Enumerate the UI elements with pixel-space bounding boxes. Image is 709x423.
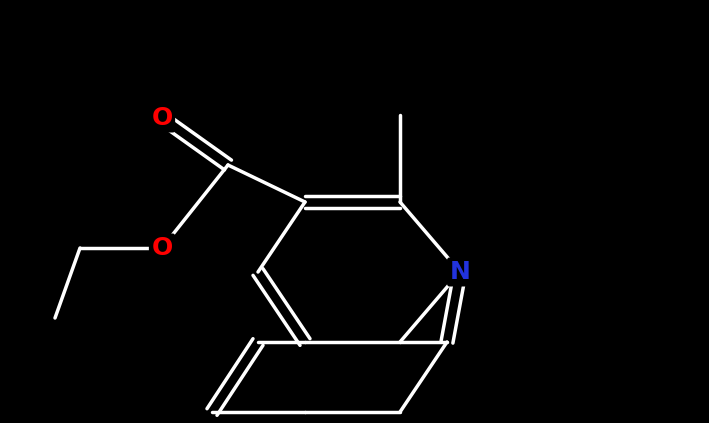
Text: O: O	[152, 106, 172, 130]
Text: O: O	[152, 236, 172, 260]
Text: N: N	[450, 260, 471, 284]
